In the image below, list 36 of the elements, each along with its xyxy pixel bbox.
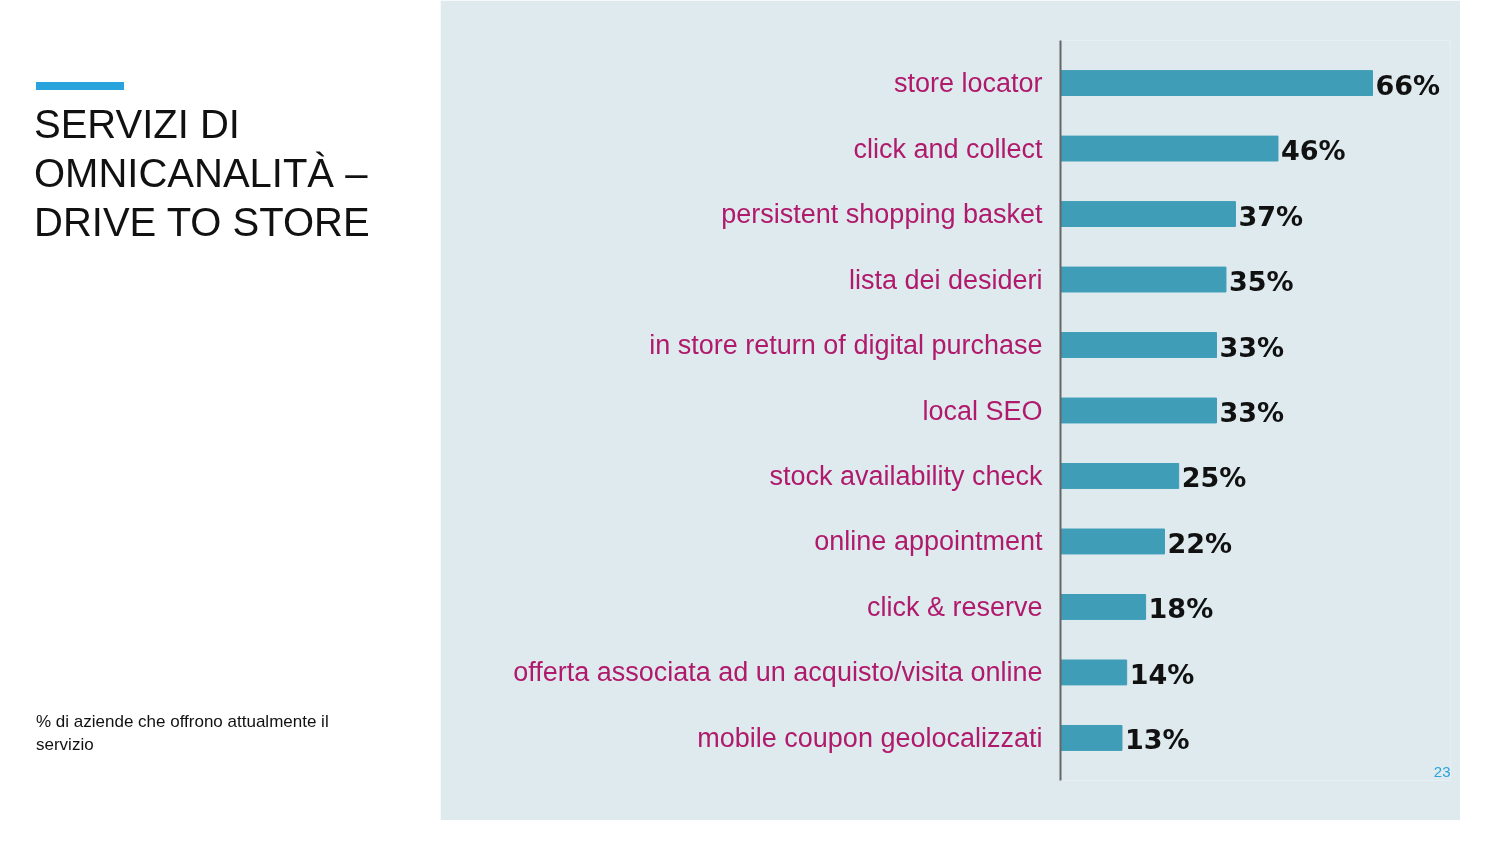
bar bbox=[1060, 70, 1373, 97]
data-label: 66% bbox=[1375, 69, 1441, 101]
bar bbox=[1060, 463, 1180, 489]
bar bbox=[1060, 266, 1227, 293]
y-tick-label: store locator bbox=[893, 68, 1043, 99]
data-label: 33% bbox=[1219, 331, 1285, 363]
data-label: 22% bbox=[1167, 527, 1233, 559]
y-tick-label: offerta associata ad un acquisto/visita online bbox=[513, 657, 1043, 688]
bar bbox=[1060, 594, 1147, 620]
y-tick-label: lista dei desideri bbox=[848, 264, 1043, 295]
y-tick-label: persistent shopping basket bbox=[721, 199, 1043, 230]
data-label: 46% bbox=[1280, 135, 1346, 167]
text: 23 bbox=[1433, 763, 1451, 781]
bar bbox=[1060, 332, 1217, 358]
bar bbox=[1060, 724, 1123, 751]
y-tick-label: click & reserve bbox=[866, 591, 1043, 622]
y-tick-label: in store return of digital purchase bbox=[649, 330, 1043, 361]
y-tick-label: local SEO bbox=[922, 395, 1043, 426]
data-label: 25% bbox=[1181, 462, 1247, 494]
bar bbox=[1060, 397, 1217, 424]
bar bbox=[1060, 528, 1165, 555]
text: % di aziende che offrono attualmente il servizio bbox=[36, 711, 330, 756]
data-label: 13% bbox=[1124, 724, 1190, 756]
bar bbox=[1060, 201, 1236, 227]
text: SERVIZI DI OMNICANALITÀ – DRIVE TO STORE bbox=[34, 101, 371, 246]
bar bbox=[1060, 135, 1279, 162]
data-label: 18% bbox=[1148, 593, 1214, 625]
data-label: 35% bbox=[1228, 266, 1294, 298]
y-tick-label: stock availability check bbox=[769, 460, 1043, 491]
data-label: 33% bbox=[1219, 397, 1285, 428]
bar bbox=[1060, 659, 1128, 686]
y-tick-label: click and collect bbox=[853, 133, 1043, 164]
y-tick-label: mobile coupon geolocalizzati bbox=[697, 722, 1043, 753]
y-tick-label: online appointment bbox=[814, 526, 1043, 557]
data-label: 37% bbox=[1238, 200, 1304, 232]
data-label: 14% bbox=[1129, 658, 1195, 690]
